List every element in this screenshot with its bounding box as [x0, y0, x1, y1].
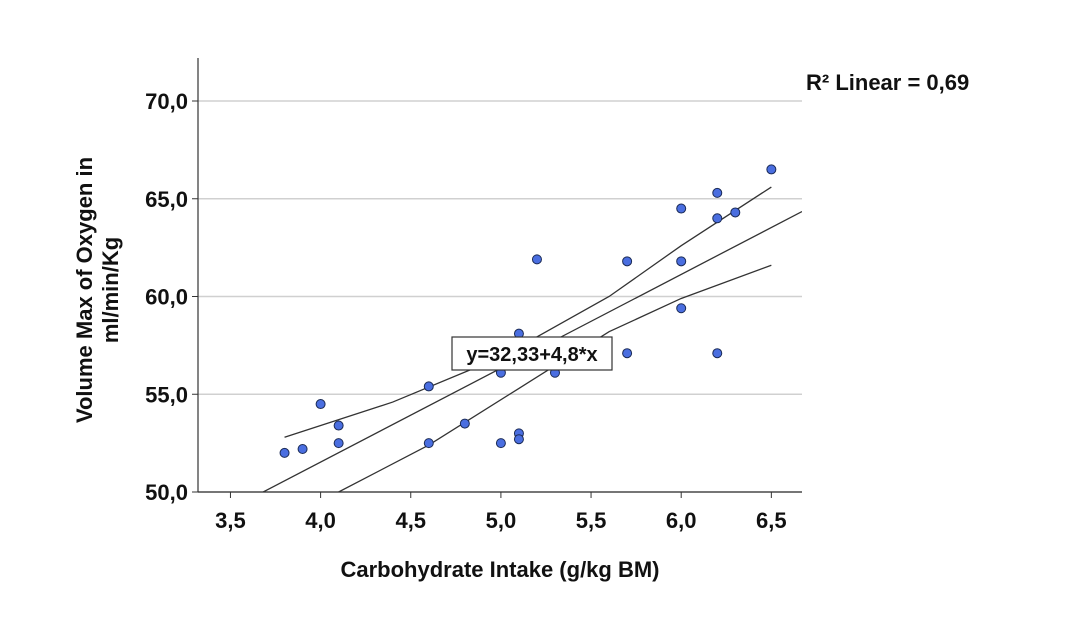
- y-axis-label: ml/min/Kg: [98, 237, 123, 343]
- point: [712, 348, 723, 359]
- point: [676, 256, 687, 267]
- x-tick-label: 3,5: [215, 508, 246, 533]
- point: [495, 438, 506, 449]
- point: [333, 438, 344, 449]
- point: [333, 420, 344, 431]
- point: [459, 418, 470, 429]
- point: [676, 203, 687, 214]
- y-axis-label: Volume Max of Oxygen in: [72, 157, 97, 423]
- point: [676, 303, 687, 314]
- point: [423, 381, 434, 392]
- point: [513, 434, 524, 445]
- y-tick-label: 65,0: [145, 187, 188, 212]
- y-tick-label: 60,0: [145, 285, 188, 310]
- x-tick-label: 5,0: [486, 508, 517, 533]
- point: [297, 443, 308, 454]
- point: [712, 187, 723, 198]
- x-tick-label: 4,0: [305, 508, 336, 533]
- point: [315, 399, 326, 410]
- x-tick-label: 6,5: [756, 508, 787, 533]
- y-tick-label: 70,0: [145, 89, 188, 114]
- point: [622, 348, 633, 359]
- point: [766, 164, 777, 175]
- point: [279, 447, 290, 458]
- point: [712, 213, 723, 224]
- point: [622, 256, 633, 267]
- x-tick-label: 6,0: [666, 508, 697, 533]
- point: [730, 207, 741, 218]
- point: [531, 254, 542, 265]
- confidence-band: [338, 264, 772, 492]
- fit-label-box: [451, 336, 613, 371]
- confidence-band: [284, 186, 772, 438]
- x-tick-label: 5,5: [576, 508, 607, 533]
- y-tick-label: 55,0: [145, 382, 188, 407]
- point: [423, 438, 434, 449]
- fit-label: y=32,33+4,8*x: [466, 344, 597, 366]
- y-tick-label: 50,0: [145, 480, 188, 505]
- x-axis-label: Carbohydrate Intake (g/kg BM): [340, 557, 659, 582]
- x-tick-label: 4,5: [395, 508, 426, 533]
- annotation: R² Linear = 0,69: [806, 70, 969, 95]
